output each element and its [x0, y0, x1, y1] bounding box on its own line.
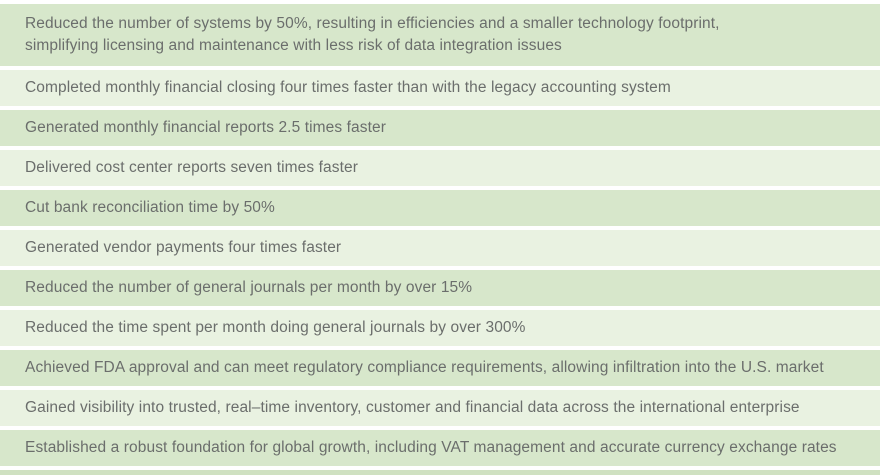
- list-item: Reduced the number of general journals p…: [0, 270, 880, 306]
- list-item: Cut bank reconciliation time by 50%: [0, 190, 880, 226]
- row-text: Completed monthly financial closing four…: [25, 79, 671, 96]
- list-item: Generated monthly financial reports 2.5 …: [0, 110, 880, 146]
- row-text: Reduced the number of general journals p…: [25, 279, 473, 296]
- list-item: Delivered cost center reports seven time…: [0, 150, 880, 186]
- row-text: Delivered cost center reports seven time…: [25, 159, 359, 176]
- cropped-next-row-strip: [0, 470, 880, 475]
- list-item: Reduced the time spent per month doing g…: [0, 310, 880, 346]
- benefits-row-list: Reduced the number of systems by 50%, re…: [0, 4, 880, 466]
- list-item: Generated vendor payments four times fas…: [0, 230, 880, 266]
- row-text: Reduced the time spent per month doing g…: [25, 319, 526, 336]
- row-text: Generated vendor payments four times fas…: [25, 239, 342, 256]
- row-text: Achieved FDA approval and can meet regul…: [25, 359, 824, 376]
- list-item: Gained visibility into trusted, real–tim…: [0, 390, 880, 426]
- row-text: Cut bank reconciliation time by 50%: [25, 199, 275, 216]
- list-item: Completed monthly financial closing four…: [0, 70, 880, 106]
- row-text: Generated monthly financial reports 2.5 …: [25, 119, 387, 136]
- row-text: Reduced the number of systems by 50%, re…: [25, 15, 720, 54]
- row-text: Established a robust foundation for glob…: [25, 439, 837, 456]
- row-text: Gained visibility into trusted, real–tim…: [25, 399, 800, 416]
- list-item: Achieved FDA approval and can meet regul…: [0, 350, 880, 386]
- list-item: Established a robust foundation for glob…: [0, 430, 880, 466]
- list-item: Reduced the number of systems by 50%, re…: [0, 4, 880, 66]
